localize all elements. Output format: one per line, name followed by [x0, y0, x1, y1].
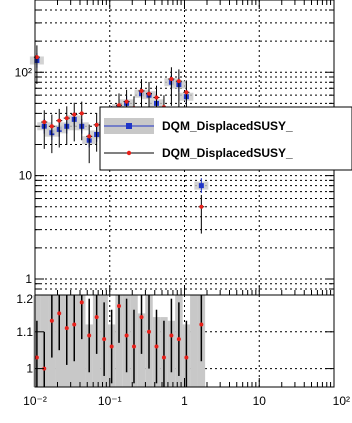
ratio-marker — [169, 333, 174, 338]
ratio-marker — [154, 344, 159, 349]
ratio-marker — [146, 329, 151, 334]
y-tick-label: 1 — [25, 272, 32, 286]
legend-label-1: DQM_DisplacedSUSY_ — [162, 119, 293, 133]
ratio-marker — [72, 322, 77, 327]
ratio-points — [34, 295, 204, 387]
legend-swatch-marker-blue — [126, 123, 132, 129]
ratio-marker — [176, 337, 181, 342]
red-marker — [87, 134, 92, 139]
ratio-marker — [102, 337, 107, 342]
x-tick-label: 10⁻² — [23, 394, 47, 408]
red-marker — [57, 118, 62, 123]
ratio-marker — [139, 315, 144, 320]
red-marker — [34, 55, 39, 60]
ratio-marker — [87, 333, 92, 338]
y-tick-label: 10² — [15, 65, 32, 79]
red-marker — [169, 77, 174, 82]
legend-swatch-marker-red — [126, 150, 132, 156]
red-marker — [139, 88, 144, 93]
legend: DQM_DisplacedSUSY_ DQM_DisplacedSUSY_ — [99, 106, 352, 171]
x-tick-label: 1 — [181, 394, 188, 408]
x-tick-label: 10² — [333, 394, 350, 408]
ratio-marker — [64, 326, 69, 331]
ratio-marker — [79, 300, 84, 305]
red-marker — [72, 112, 77, 117]
ratio-marker — [34, 355, 39, 360]
red-marker — [64, 116, 69, 121]
ratio-band-bin — [190, 295, 198, 387]
ratio-marker — [42, 366, 47, 371]
red-marker — [184, 90, 189, 95]
ratio-y-tick-label: 1.1 — [16, 325, 33, 339]
red-marker — [199, 204, 204, 209]
legend-box — [99, 106, 352, 171]
ratio-y-tick-label: 1 — [26, 362, 33, 376]
y-tick-label: 10 — [19, 169, 33, 183]
ratio-marker — [161, 355, 166, 360]
blue-marker — [198, 183, 204, 189]
ratio-marker — [94, 315, 99, 320]
red-marker — [49, 124, 54, 129]
legend-label-2: DQM_DisplacedSUSY_ — [162, 146, 293, 160]
ratio-band-bin — [77, 295, 86, 387]
red-marker — [176, 79, 181, 84]
axis-ticks — [34, 0, 334, 387]
red-marker — [124, 99, 129, 104]
ratio-marker — [199, 322, 204, 327]
ratio-marker — [131, 344, 136, 349]
x-tick-label: 10 — [253, 394, 267, 408]
x-tick-label: 10⁻¹ — [98, 394, 122, 408]
red-marker — [154, 95, 159, 100]
ratio-marker — [117, 304, 122, 309]
red-marker — [94, 122, 99, 127]
ratio-marker — [109, 344, 114, 349]
ratio-marker — [124, 333, 129, 338]
tick-labels: 1 10 10² 1 1.1 1.2 10⁻² 10⁻¹ 1 10 10² — [15, 65, 350, 408]
red-marker — [79, 111, 84, 116]
ratio-marker — [184, 355, 189, 360]
ratio-marker — [57, 311, 62, 316]
red-marker — [117, 103, 122, 108]
ratio-y-tick-label: 1.2 — [16, 292, 33, 306]
ratio-marker — [49, 318, 54, 323]
main-grid — [35, 0, 334, 296]
red-marker — [42, 120, 47, 125]
red-marker — [146, 91, 151, 96]
